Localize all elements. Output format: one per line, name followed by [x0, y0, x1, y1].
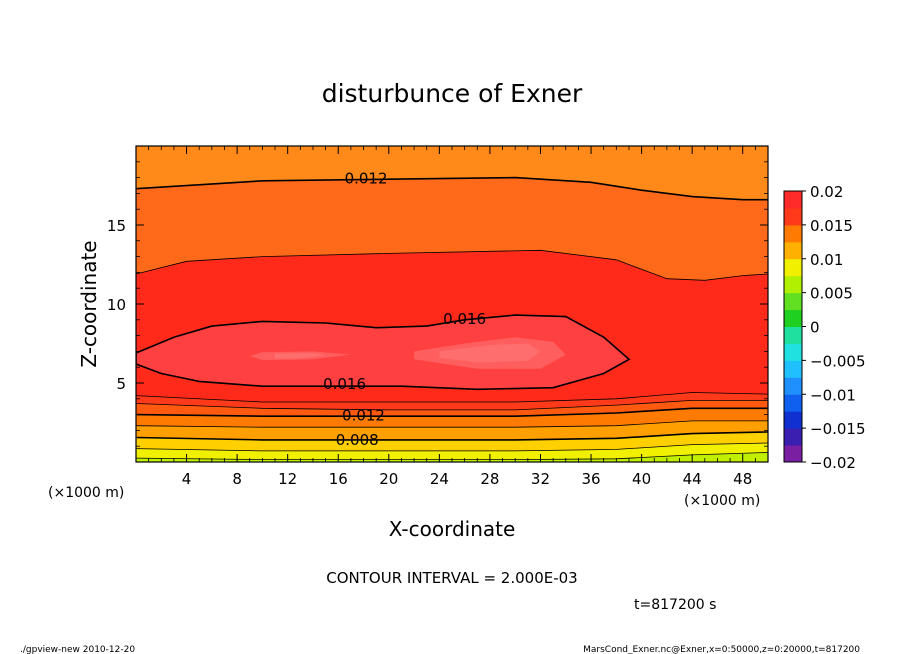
y-tick-label: 15: [107, 217, 126, 235]
x-tick-label: 16: [329, 470, 348, 488]
fill-band: [136, 443, 768, 462]
fill-band: [275, 353, 326, 359]
x-tick-label: 40: [632, 470, 651, 488]
x-axis-label: X-coordinate: [389, 517, 516, 541]
colorbar-segment: [784, 411, 802, 429]
colorbar-tick-label: −0.02: [810, 454, 856, 472]
footer-left: ./gpview-new 2010-12-20: [20, 645, 135, 654]
x-tick-label: 4: [182, 470, 192, 488]
colorbar-segment: [784, 360, 802, 378]
contour-line: [136, 407, 768, 417]
colorbar-segment: [784, 394, 802, 412]
colorbar-segment: [784, 377, 802, 395]
contour-line: [136, 400, 768, 411]
colorbar-segment: [784, 292, 802, 311]
x-tick-label: 48: [733, 470, 752, 488]
colorbar-segment: [784, 326, 802, 344]
colorbar-tick-label: −0.01: [810, 386, 856, 404]
colorbar-segment: [784, 224, 802, 243]
contour-line: [136, 431, 768, 441]
contour-label: 0.008: [336, 431, 379, 449]
colorbar-segment: [784, 275, 802, 294]
contour-line: [136, 442, 768, 452]
colorbar-segment: [784, 343, 802, 361]
y-axis-label: Z-coordinate: [77, 240, 101, 367]
contour-line: [136, 249, 768, 281]
colorbar-segment: [784, 258, 802, 277]
colorbar-tick-label: 0.01: [810, 251, 843, 269]
time-stamp: t=817200 s: [634, 597, 716, 613]
contour-line: [136, 392, 768, 403]
x-tick-label: 44: [683, 470, 702, 488]
x-tick-label: 8: [232, 470, 242, 488]
colorbar-tick-label: 0.015: [810, 217, 853, 235]
contour-labels: 0.012 0.016 0.016 0.012 0.008: [323, 170, 486, 449]
x-tick-label: 24: [430, 470, 449, 488]
contour-line: [136, 420, 768, 428]
chart-title: disturbunce of Exner: [322, 79, 583, 108]
colorbar-segment: [784, 428, 802, 446]
fill-band: [136, 315, 629, 390]
x-tick-label: 20: [379, 470, 398, 488]
contour-line: [136, 314, 631, 391]
x-unit-right: (×1000 m): [684, 493, 760, 509]
x-tick-label: 12: [278, 470, 297, 488]
colorbar-segment: [784, 191, 802, 209]
colorbar-tick-label: 0: [810, 319, 820, 337]
x-unit-left: (×1000 m): [48, 485, 124, 501]
contour-label: 0.012: [345, 170, 388, 188]
colorbar-segment: [784, 445, 802, 463]
colorbar-tick-label: 0.005: [810, 285, 853, 303]
colorbar-segment: [784, 207, 802, 226]
contour-interval: CONTOUR INTERVAL = 2.000E-03: [326, 569, 577, 587]
colorbar-segment: [784, 309, 802, 327]
x-tick-label: 36: [581, 470, 600, 488]
x-tick-label: 32: [531, 470, 550, 488]
contour-line: [136, 176, 768, 201]
y-tick-label: 10: [107, 296, 126, 314]
contour-label: 0.016: [443, 310, 486, 328]
colorbar-tick-label: −0.015: [810, 420, 866, 438]
y-tick-label: 5: [116, 375, 126, 393]
footer-right: MarsCond_Exner.nc@Exner,x=0:50000,z=0:20…: [583, 645, 860, 654]
fill-band: [439, 343, 541, 363]
colorbar: 0.02 0.015 0.01 0.005 0 −0.005 −0.01 −0.015 −0.0…: [783, 183, 866, 472]
contour-label: 0.012: [342, 407, 385, 425]
colorbar-tick-label: 0.02: [810, 183, 843, 201]
colorbar-segment: [784, 241, 802, 260]
x-tick-label: 28: [480, 470, 499, 488]
contour-label: 0.016: [323, 375, 366, 393]
colorbar-tick-label: −0.005: [810, 352, 866, 370]
